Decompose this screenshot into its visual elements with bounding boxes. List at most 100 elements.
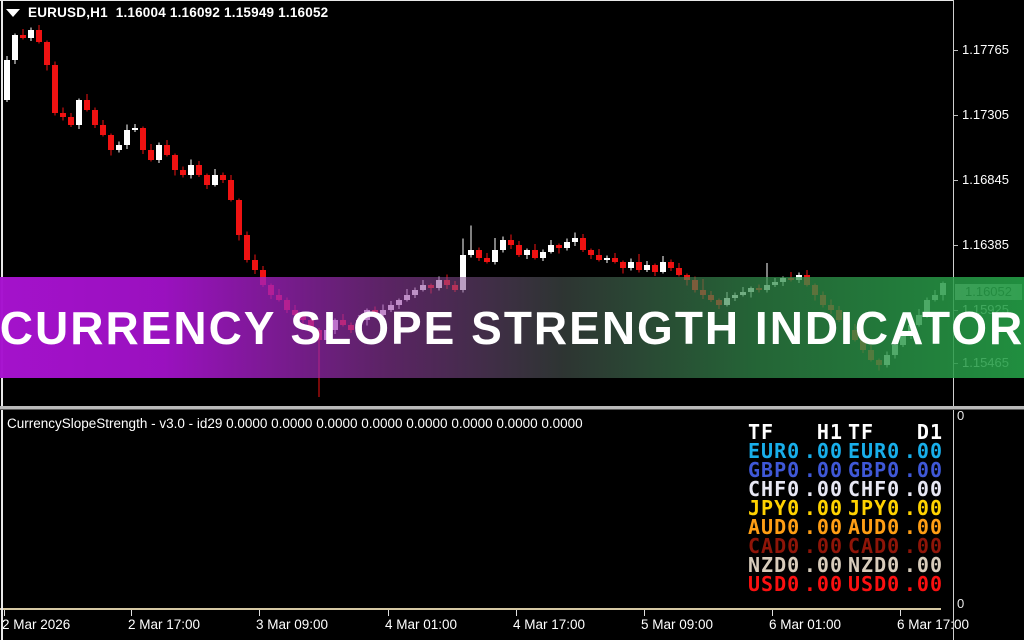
table-header-row: TF H1 TF D1 bbox=[748, 420, 943, 444]
candle-bull bbox=[468, 250, 474, 255]
candle-bear bbox=[484, 257, 490, 262]
candle-bear bbox=[636, 262, 642, 270]
time-tick bbox=[388, 610, 389, 616]
price-tick bbox=[953, 50, 958, 51]
candle-bear bbox=[676, 268, 682, 275]
candle-bear bbox=[508, 239, 514, 245]
table-row: GBP0.00 GBP0.00 bbox=[748, 458, 943, 482]
candle-bear bbox=[532, 250, 538, 258]
candle-bear bbox=[228, 179, 234, 200]
candle-bear bbox=[516, 245, 522, 255]
time-axis-line bbox=[0, 608, 941, 610]
candle-bear bbox=[68, 116, 74, 125]
time-label: 2 Mar 2026 bbox=[2, 617, 71, 632]
candle-bear bbox=[100, 125, 106, 135]
candle-bear bbox=[84, 99, 90, 110]
time-label: 4 Mar 01:00 bbox=[385, 617, 458, 632]
candle-bear bbox=[60, 113, 66, 117]
candle-bear bbox=[140, 128, 146, 150]
candle-bull bbox=[156, 145, 162, 160]
indicator-name-label: CurrencySlopeStrength - v3.0 - id29 0.00… bbox=[7, 416, 583, 431]
candle-bear bbox=[652, 265, 658, 272]
table-row: JPY0.00 JPY0.00 bbox=[748, 496, 943, 520]
indicator-axis-zero-bottom: 0 bbox=[957, 596, 965, 611]
candle-bull bbox=[524, 250, 530, 255]
candle-bear bbox=[236, 199, 242, 235]
candle-bear bbox=[180, 170, 186, 175]
candle-bear bbox=[196, 165, 202, 175]
price-label: 1.17305 bbox=[962, 107, 1009, 122]
candle-bull bbox=[564, 242, 570, 248]
candle-bear bbox=[164, 145, 170, 155]
table-row: NZD0.00 NZD0.00 bbox=[748, 553, 943, 577]
symbol-label: EURUSD,H1 bbox=[28, 5, 108, 20]
candle-bear bbox=[556, 245, 562, 248]
candle-bear bbox=[620, 262, 626, 268]
candle-bear bbox=[108, 134, 114, 150]
table-cell: EUR0.00 bbox=[748, 439, 843, 463]
table-cell: USD0.00 bbox=[748, 572, 843, 596]
candle-bear bbox=[172, 154, 178, 170]
time-tick bbox=[259, 610, 260, 616]
table-cell: AUD0.00 bbox=[748, 515, 843, 539]
candle-bull bbox=[124, 130, 130, 145]
table-cell: JPY0.00 bbox=[748, 496, 843, 520]
table-cell: JPY0.00 bbox=[848, 496, 943, 520]
table-cell: USD0.00 bbox=[848, 572, 943, 596]
table-cell: TF H1 bbox=[748, 420, 843, 444]
time-label: 5 Mar 09:00 bbox=[641, 617, 714, 632]
candle-bear bbox=[588, 250, 594, 255]
banner-title: CURRENCY SLOPE STRENGTH INDICATOR bbox=[0, 301, 1024, 354]
candle-bull bbox=[500, 239, 506, 250]
candle-bear bbox=[252, 259, 258, 270]
candle-bear bbox=[148, 150, 154, 160]
time-tick bbox=[644, 610, 645, 616]
time-label: 6 Mar 17:00 bbox=[897, 617, 970, 632]
chart-titlebar: EURUSD,H1 1.16004 1.16092 1.15949 1.1605… bbox=[6, 5, 328, 20]
table-cell: TF D1 bbox=[848, 420, 943, 444]
candle-bull bbox=[460, 254, 466, 290]
price-tick bbox=[953, 180, 958, 181]
table-cell: AUD0.00 bbox=[848, 515, 943, 539]
time-tick bbox=[4, 610, 5, 616]
price-tick bbox=[953, 115, 958, 116]
time-label: 4 Mar 17:00 bbox=[513, 617, 586, 632]
candle-bear bbox=[580, 237, 586, 250]
candle-bear bbox=[244, 234, 250, 260]
time-tick bbox=[772, 610, 773, 616]
time-tick bbox=[900, 610, 901, 616]
table-cell: GBP0.00 bbox=[748, 458, 843, 482]
time-tick bbox=[131, 610, 132, 616]
window-border-top bbox=[0, 0, 953, 1]
candle-bull bbox=[212, 174, 218, 185]
candle-bear bbox=[220, 174, 226, 180]
pane-resize-divider[interactable] bbox=[0, 406, 1024, 410]
time-tick bbox=[516, 610, 517, 616]
candle-bear bbox=[52, 65, 58, 113]
time-label: 2 Mar 17:00 bbox=[128, 617, 201, 632]
candle-bear bbox=[36, 29, 42, 42]
table-cell: CHF0.00 bbox=[848, 477, 943, 501]
candle-bear bbox=[476, 250, 482, 258]
table-cell: EUR0.00 bbox=[848, 439, 943, 463]
candle-bear bbox=[44, 42, 50, 65]
candle-bear bbox=[596, 254, 602, 260]
currency-strength-table: TF H1 TF D1 EUR0.00 EUR0.00 GBP0.00 GBP0.00 CHF0… bbox=[748, 420, 943, 596]
table-cell: CHF0.00 bbox=[748, 477, 843, 501]
ohlc-values: 1.16004 1.16092 1.15949 1.16052 bbox=[115, 5, 329, 20]
table-row: AUD0.00 AUD0.00 bbox=[748, 515, 943, 539]
table-row: CHF0.00 CHF0.00 bbox=[748, 477, 943, 501]
promo-banner: CURRENCY SLOPE STRENGTH INDICATOR bbox=[0, 277, 1024, 378]
price-tick bbox=[953, 245, 958, 246]
candle-bull bbox=[628, 262, 634, 268]
indicator-axis-zero-top: 0 bbox=[957, 408, 965, 423]
symbol-title: EURUSD,H1 1.16004 1.16092 1.15949 1.1605… bbox=[28, 5, 328, 20]
candle-bull bbox=[4, 59, 10, 100]
table-cell: NZD0.00 bbox=[748, 553, 843, 577]
candle-bull bbox=[644, 265, 650, 270]
candle-bull bbox=[492, 250, 498, 262]
dropdown-triangle-icon[interactable] bbox=[6, 8, 20, 17]
table-row: CAD0.00 CAD0.00 bbox=[748, 536, 943, 556]
candle-bull bbox=[540, 251, 546, 258]
